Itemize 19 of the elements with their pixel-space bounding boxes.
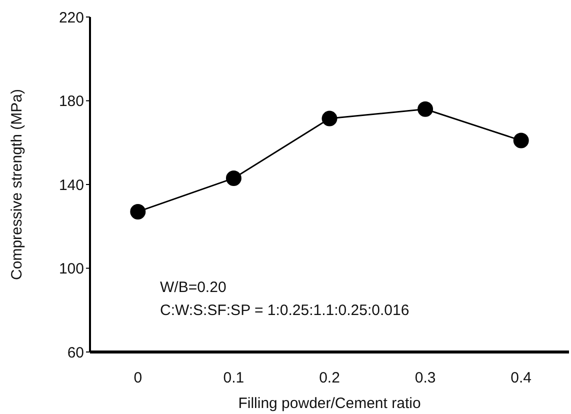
x-tick-label: 0.3 <box>414 370 436 387</box>
x-tick-label: 0.4 <box>510 370 532 387</box>
y-tick-label: 180 <box>58 93 84 110</box>
point <box>130 204 146 220</box>
x-tick-label: 0 <box>134 370 142 387</box>
y-tick-label: 100 <box>58 260 84 278</box>
y-tick-label: 140 <box>58 176 84 194</box>
annotation: W/B=0.20 <box>160 278 228 298</box>
annotation: C:W:S:SF:SP = 1:0.25:1.1:0.25:0.016 <box>160 301 410 321</box>
y-tick-label: 60 <box>67 344 84 362</box>
point <box>418 101 434 117</box>
y-axis-title: Compressive strength (MPa) <box>8 89 26 280</box>
x-tick-label: 0.1 <box>223 370 244 387</box>
point <box>513 132 529 148</box>
point <box>322 110 338 126</box>
y-tick-label: 220 <box>58 9 84 26</box>
x-tick-label: 0.2 <box>319 370 340 387</box>
x-axis-title: Filling powder/Cement ratio <box>238 395 421 412</box>
point <box>226 170 242 186</box>
